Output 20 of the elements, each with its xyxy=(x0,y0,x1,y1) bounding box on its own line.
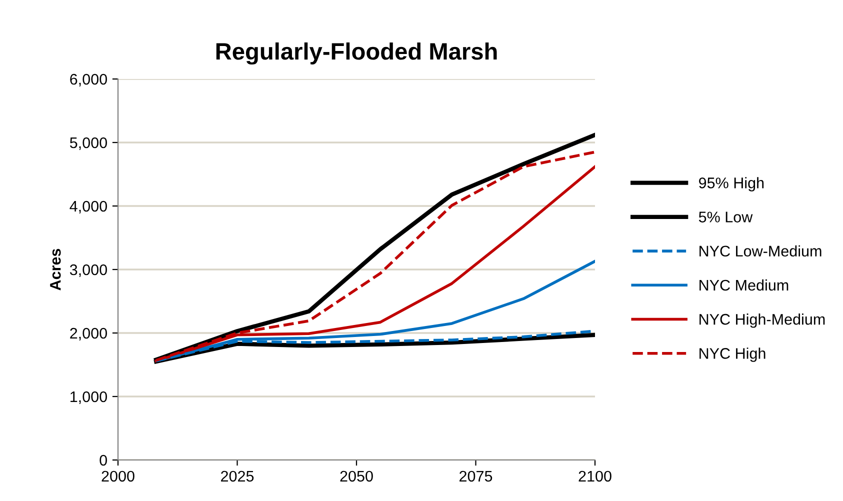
y-axis-title: Acres xyxy=(50,248,61,290)
x-tick-label: 2050 xyxy=(340,470,373,482)
y-tick-label: 3,000 xyxy=(70,264,107,277)
legend-label: NYC Medium xyxy=(700,279,788,291)
legend-label: 95% High xyxy=(699,177,764,192)
legend-label: 5% Low xyxy=(698,212,753,222)
y-tick-label: 6,000 xyxy=(70,74,107,86)
legend-label: NYC Low-Medium xyxy=(700,245,822,257)
y-tick-label: 1,000 xyxy=(70,391,107,404)
legend-label: NYC High-Medium xyxy=(700,314,825,328)
y-tick-label: 2,000 xyxy=(70,328,107,340)
x-tick-label: 2000 xyxy=(102,470,134,482)
x-tick-label: 2025 xyxy=(221,470,254,482)
legend-label: NYC High xyxy=(700,348,766,362)
x-tick-label: 2075 xyxy=(460,470,492,482)
chart-title: Regularly-Flooded Marsh xyxy=(216,42,497,65)
y-tick-label: 0 xyxy=(100,454,107,466)
y-tick-label: 4,000 xyxy=(70,200,107,214)
x-tick-label: 2100 xyxy=(578,470,612,482)
y-tick-label: 5,000 xyxy=(70,137,107,150)
